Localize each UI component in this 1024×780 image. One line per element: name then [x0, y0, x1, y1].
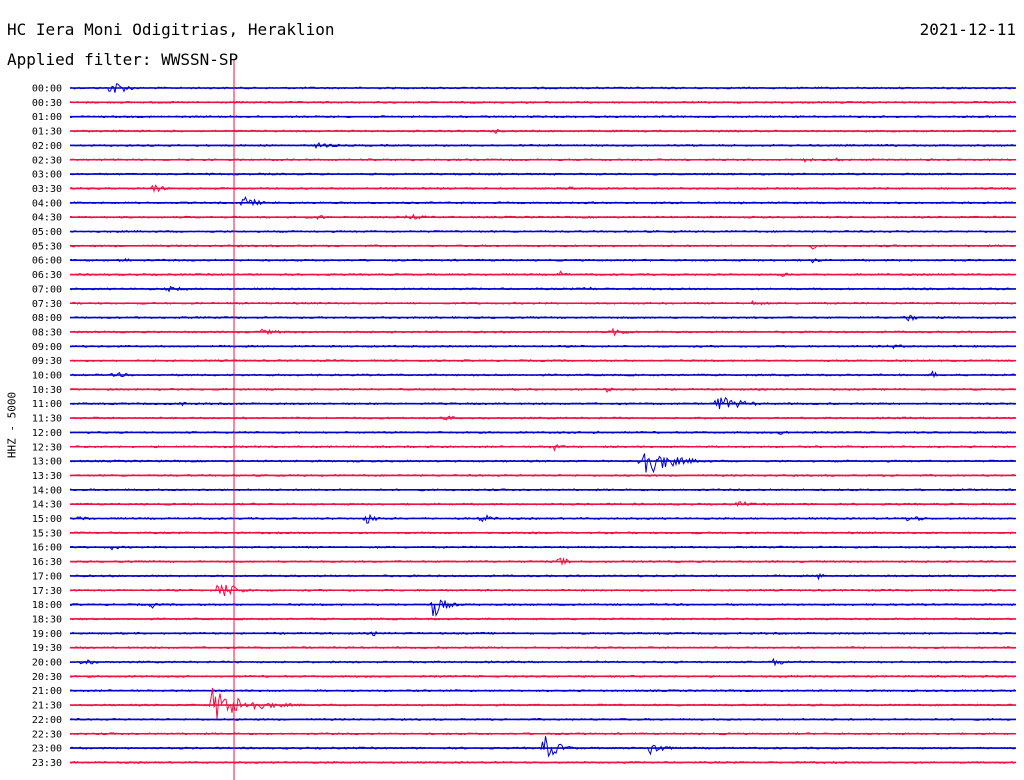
time-tick-label: 21:00	[32, 686, 62, 697]
time-tick-label: 20:30	[32, 672, 62, 683]
time-tick-label: 17:00	[32, 571, 62, 582]
time-tick-label: 14:30	[32, 500, 62, 511]
time-tick-label: 15:00	[32, 514, 62, 525]
time-tick-label: 08:00	[32, 313, 62, 324]
trace-row	[69, 370, 1016, 379]
trace-row	[69, 736, 1016, 758]
time-tick-label: 13:30	[32, 471, 62, 482]
time-tick-label: 07:30	[32, 299, 62, 310]
time-tick-label: 19:30	[32, 643, 62, 654]
time-tick-label: 12:00	[32, 428, 62, 439]
time-tick-label: 09:00	[32, 342, 62, 353]
station-title: HC Iera Moni Odigitrias, Heraklion	[7, 20, 335, 39]
time-tick-label: 02:00	[32, 141, 62, 152]
time-tick-label: 23:00	[32, 744, 62, 755]
time-tick-label: 09:30	[32, 356, 62, 367]
time-tick-label: 01:00	[32, 112, 62, 123]
trace-row	[69, 453, 1016, 474]
time-tick-label: 03:00	[32, 170, 62, 181]
time-tick-label: 19:00	[32, 629, 62, 640]
time-tick-label: 16:00	[32, 543, 62, 554]
time-tick-label: 00:00	[32, 84, 62, 95]
time-tick-label: 20:00	[32, 658, 62, 669]
time-tick-label: 04:00	[32, 198, 62, 209]
time-tick-label: 17:30	[32, 586, 62, 597]
time-tick-label: 11:30	[32, 414, 62, 425]
time-tick-label: 14:00	[32, 485, 62, 496]
trace-row	[69, 195, 1016, 207]
trace-row	[69, 687, 1016, 719]
time-tick-label: 00:30	[32, 98, 62, 109]
time-tick-label: 18:30	[32, 614, 62, 625]
time-tick-label: 18:00	[32, 600, 62, 611]
time-tick-label: 22:30	[32, 729, 62, 740]
time-tick-label: 05:30	[32, 241, 62, 252]
time-labels: 00:00 00:30 01:00 01:30 02:00 02:30 03:00 03:30…	[32, 84, 62, 769]
time-tick-label: 10:00	[32, 371, 62, 382]
record-date: 2021-12-11	[919, 20, 1016, 39]
time-tick-label: 07:00	[32, 284, 62, 295]
time-tick-label: 06:00	[32, 256, 62, 267]
time-tick-label: 11:00	[32, 399, 62, 410]
time-tick-label: 08:30	[32, 327, 62, 338]
channel-label: HHZ - 5000	[5, 391, 19, 459]
time-tick-label: 02:30	[32, 155, 62, 166]
time-tick-label: 04:30	[32, 213, 62, 224]
time-tick-label: 10:30	[32, 385, 62, 396]
time-tick-label: 22:00	[32, 715, 62, 726]
time-tick-label: 05:00	[32, 227, 62, 238]
time-tick-label: 12:30	[32, 442, 62, 453]
time-tick-label: 01:30	[32, 127, 62, 138]
trace-row	[70, 599, 1016, 617]
time-tick-label: 15:30	[32, 528, 62, 539]
time-tick-label: 21:30	[32, 701, 62, 712]
time-tick-label: 23:30	[32, 758, 62, 769]
trace-row	[69, 444, 1016, 452]
time-tick-label: 13:00	[32, 457, 62, 468]
time-tick-label: 16:30	[32, 557, 62, 568]
time-tick-label: 06:30	[32, 270, 62, 281]
filter-label: Applied filter: WWSSN-SP	[7, 50, 239, 69]
time-tick-label: 03:30	[32, 184, 62, 195]
seismic-traces	[69, 83, 1016, 765]
